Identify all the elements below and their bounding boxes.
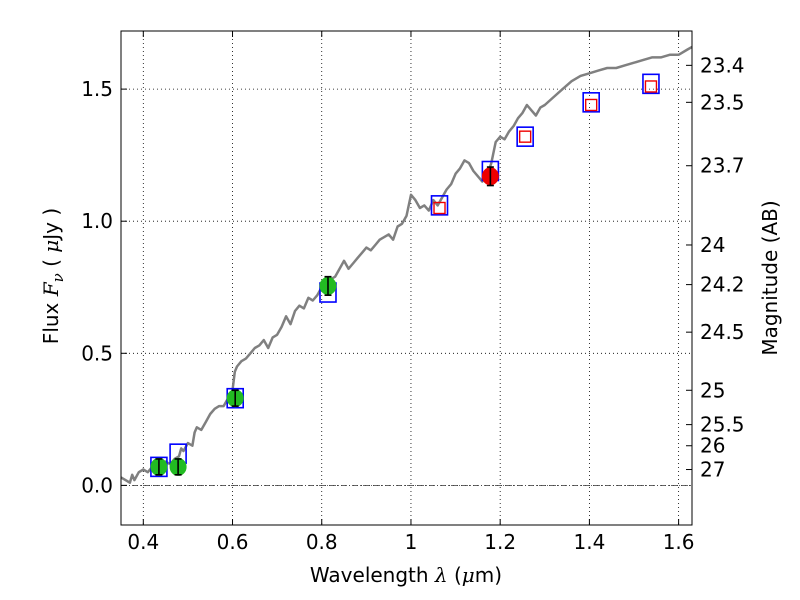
y-tick-label: 0.0 [81,473,113,497]
y-label-subscript: ν [49,273,67,282]
x-label-unit: m) [475,563,502,587]
right-tick-label: 24.2 [700,273,745,297]
upper-limit-marker [584,98,598,112]
model-spectrum [120,45,693,484]
x-label-prefix: Wavelength [310,563,435,587]
x-tick-label: 1.4 [573,530,605,554]
x-tick-label: 1 [405,530,418,554]
y-tick-label: 0.5 [81,341,113,365]
model-square-marker [582,92,600,113]
x-tick-label: 0.6 [217,530,249,554]
y-tick-label: 1.5 [81,77,113,101]
model-square-marker [642,73,660,95]
right-tick-label: 27 [700,458,725,482]
right-tick-label: 25 [700,378,725,402]
right-tick-label: 23.7 [700,154,745,178]
y-label-open: ( [39,253,63,274]
grid-lines [121,31,692,525]
y-label-symbol: F [39,281,63,297]
upper-limit-marker [518,130,532,143]
data-points [150,73,660,478]
upper-limit-marker [433,201,446,215]
right-tick-label: 23.4 [700,53,745,77]
spectrum-line [120,45,693,484]
x-label-open: ( [448,563,462,587]
y-label-mu: μ [39,240,63,253]
x-tick-label: 1.2 [484,530,516,554]
x-tick-label: 0.8 [306,530,338,554]
y-axis-label: Flux Fν ( μJy ) [39,208,67,344]
right-axis-label: Magnitude (AB) [758,200,782,355]
x-tick-label: 1.6 [663,530,695,554]
y-label-prefix: Flux [39,296,63,344]
y-label-unit: Jy ) [39,208,63,242]
right-tick-label: 23.5 [700,90,745,114]
right-tick-label: 24 [700,233,725,257]
right-tick-label: 26 [700,434,725,458]
x-tick-label: 0.4 [127,530,159,554]
x-axis-label: Wavelength λ (μm) [310,563,502,587]
right-tick-label: 24.5 [700,320,745,344]
x-label-symbol: λ [434,563,448,587]
upper-limit-marker [644,80,658,93]
plot-frame [120,30,693,526]
y-tick-label: 1.0 [81,209,113,233]
axis-ticks: 0.4 0.6 0.8 1 1.2 1.4 1.6 0.0 0.5 1.0 1.5 23.4 23.5 2… [81,31,745,554]
right-tick-label: 25.5 [700,413,745,437]
x-label-mu: μ [462,563,475,587]
model-square-marker [516,126,534,147]
model-square-marker [430,195,449,216]
